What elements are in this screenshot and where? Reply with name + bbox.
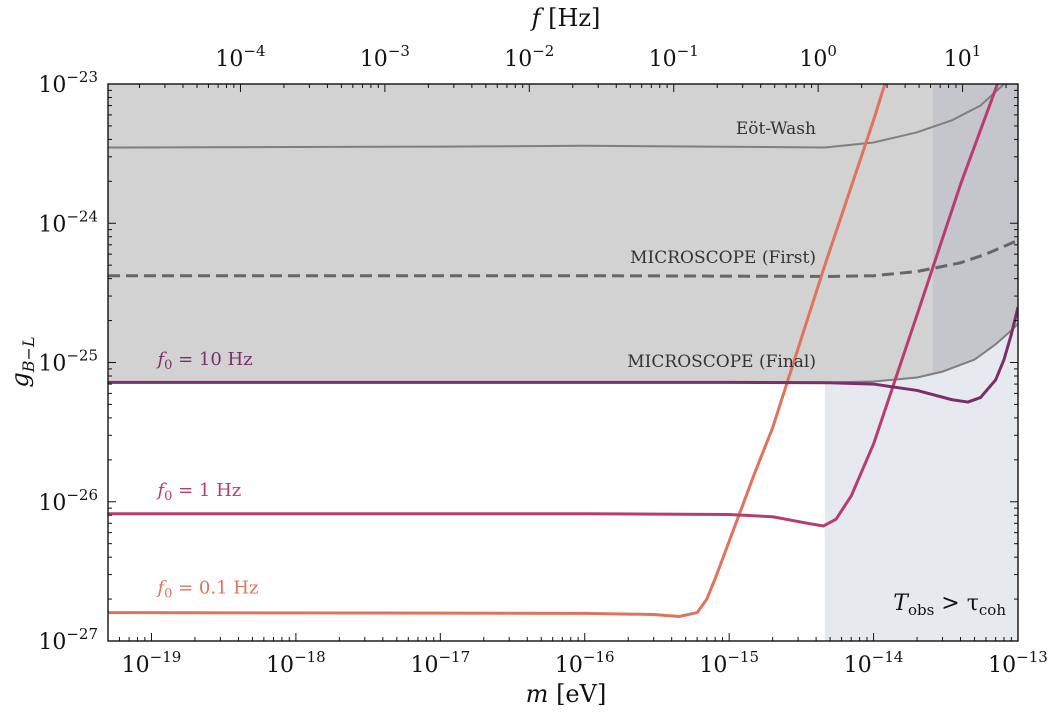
y-tick-label-0: 10−23	[38, 68, 98, 98]
x-tick-label-2: 10−17	[410, 648, 470, 678]
top-axis-title: f [Hz]	[530, 4, 601, 32]
series-curve-0	[108, 84, 887, 618]
x-tick-label-3: 10−16	[555, 648, 615, 678]
top-tick-label-0: 10−4	[215, 42, 265, 72]
plot-area	[108, 84, 1018, 641]
top-tick-label-2: 10−2	[504, 42, 554, 72]
excluded-region-label-1: MICROSCOPE (First)	[630, 248, 816, 268]
excluded-region-label-0: Eöt-Wash	[736, 119, 816, 139]
x-tick-label-6: 10−13	[988, 648, 1048, 678]
x-tick-label-0: 10−19	[122, 648, 182, 678]
top-tick-label-4: 100	[799, 42, 837, 72]
top-tick-label-5: 101	[944, 42, 982, 72]
y-axis-title: gB−L	[6, 336, 38, 387]
x-axis-title: m [eV]	[526, 680, 607, 708]
x-tick-label-1: 10−18	[266, 648, 326, 678]
x-tick-label-5: 10−14	[844, 648, 904, 678]
excluded-region-label-2: MICROSCOPE (Final)	[627, 352, 816, 372]
y-tick-label-3: 10−26	[38, 486, 98, 516]
x-tick-label-4: 10−15	[699, 648, 759, 678]
shaded-region-label: Tobs > τcoh	[893, 591, 1006, 619]
y-tick-label-1: 10−24	[38, 207, 98, 237]
series-curve-1	[108, 84, 999, 528]
top-tick-label-3: 10−1	[649, 42, 699, 72]
y-tick-label-4: 10−27	[38, 625, 98, 655]
excluded-region-fill	[108, 84, 1018, 383]
excluded-boundary-1	[108, 239, 1018, 278]
top-tick-label-1: 10−3	[360, 42, 410, 72]
y-tick-label-2: 10−25	[38, 347, 98, 377]
series-curve-2	[108, 306, 1018, 404]
